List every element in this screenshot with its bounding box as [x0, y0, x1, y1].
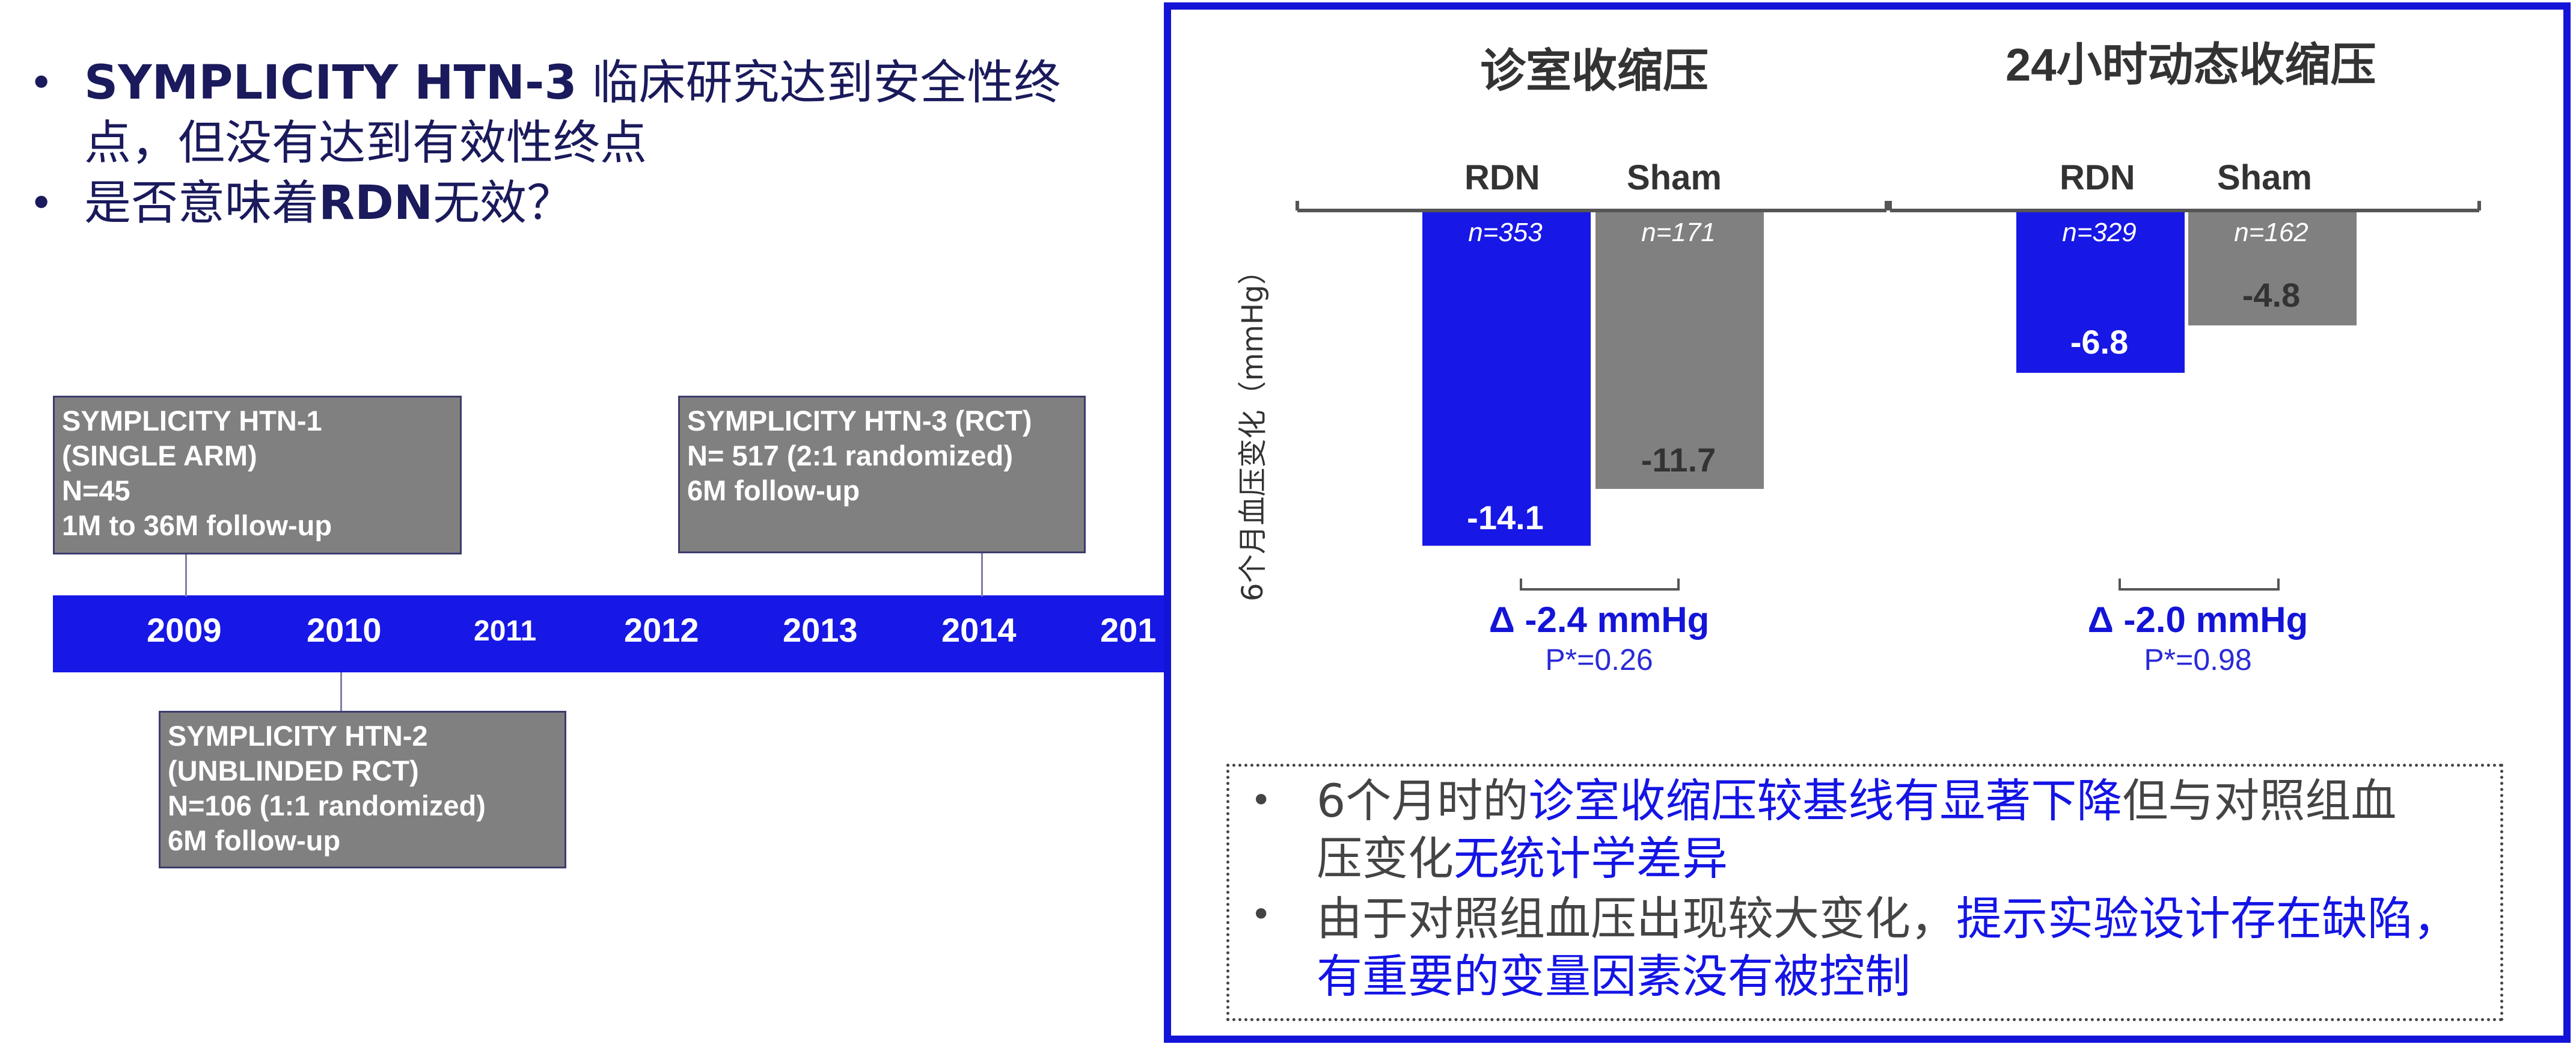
note-1-a: 6个月时的	[1317, 774, 1529, 827]
p-value: P*=0.26	[1545, 643, 1653, 677]
value-label: -6.8	[2070, 323, 2129, 361]
bar-rdn	[2016, 212, 2185, 373]
bar-rdn	[1422, 212, 1591, 546]
delta-label: Δ -2.4 mmHg	[1488, 600, 1710, 640]
n-label: n=353	[1468, 218, 1543, 247]
timeline-year: 201	[1100, 611, 1157, 649]
results-panel	[1164, 2, 2571, 1043]
timeline-year: 2009	[147, 611, 222, 649]
n-label: n=171	[1641, 218, 1716, 247]
bullet-1: • SYMPLICITY HTN-3 临床研究达到安全性终 点，但没有达到有效性…	[24, 53, 1166, 173]
delta-bracket	[2119, 579, 2280, 591]
notes-box	[1226, 764, 2503, 1021]
event-line: N= 517 (2:1 randomized)	[687, 440, 1013, 471]
chart-title-ambulatory: 24小时动态收缩压	[2005, 40, 2376, 91]
bar-label-sham: Sham	[2217, 158, 2312, 197]
bar-label-rdn: RDN	[1464, 158, 1540, 197]
event-line: SYMPLICITY HTN-2	[168, 720, 428, 752]
event-line: (SINGLE ARM)	[62, 440, 257, 471]
bar-sham	[1595, 212, 1764, 489]
event-connector	[185, 553, 187, 597]
bullet-2-strong: RDN	[319, 176, 433, 230]
value-label: -11.7	[1641, 441, 1716, 479]
event-line: SYMPLICITY HTN-1	[62, 405, 322, 437]
event-line: N=45	[62, 474, 130, 506]
note-1-b: 诊室收缩压较基线有显著下降	[1528, 774, 2123, 827]
bar-sham	[2188, 212, 2357, 326]
timeline-year: 2010	[307, 611, 382, 649]
note-2-b: 提示实验设计存在缺陷，	[1956, 892, 2459, 945]
bullet-dot: •	[1250, 779, 1272, 821]
event-htn1: SYMPLICITY HTN-1 (SINGLE ARM) N=45 1M to…	[53, 396, 462, 554]
value-label: -14.1	[1467, 499, 1544, 536]
note-1-d: 压变化	[1317, 832, 1454, 885]
note-2-a: 由于对照组血压出现较大变化，	[1317, 892, 1956, 945]
bullet-dot: •	[29, 58, 54, 108]
intro-bullets: • SYMPLICITY HTN-3 临床研究达到安全性终 点，但没有达到有效性…	[24, 53, 1166, 233]
delta-label: Δ -2.0 mmHg	[2087, 600, 2308, 640]
event-line: N=106 (1:1 randomized)	[168, 790, 486, 821]
event-line: 1M to 36M follow-up	[62, 509, 332, 541]
bullet-1-text: 临床研究达到安全性终	[577, 56, 1061, 110]
timeline-year: 2013	[783, 611, 858, 649]
event-line: 6M follow-up	[687, 474, 860, 506]
n-label: n=162	[2234, 218, 2308, 247]
event-htn3: SYMPLICITY HTN-3 (RCT) N= 517 (2:1 rando…	[678, 396, 1086, 553]
bar-label-sham: Sham	[1627, 158, 1722, 197]
timeline-year: 2011	[474, 615, 537, 647]
timeline-year: 2012	[624, 611, 699, 649]
bullet-1-strong: SYMPLICITY HTN-3	[84, 56, 577, 110]
axis-bracket	[1296, 201, 2481, 212]
note-2-c: 有重要的变量因素没有被控制	[1317, 950, 1911, 1003]
bullet-2-post: 无效？	[433, 176, 574, 230]
timeline-bar	[53, 595, 1166, 672]
event-line: 6M follow-up	[168, 824, 341, 856]
chart-title-office: 诊室收缩压	[1480, 46, 1709, 97]
bullet-dot: •	[29, 179, 54, 228]
event-line: SYMPLICITY HTN-3 (RCT)	[687, 405, 1032, 437]
timeline-year: 2014	[941, 611, 1017, 649]
event-line: (UNBLINDED RCT)	[168, 755, 419, 787]
note-1-e: 无统计学差异	[1454, 832, 1728, 885]
bullet-2: • 是否意味着RDN无效？	[24, 173, 1166, 233]
note-1: 6个月时的诊室收缩压较基线有显著下降但与对照组血 压变化无统计学差异	[1317, 772, 2489, 888]
note-1-c: 但与对照组血	[2122, 774, 2397, 827]
bullet-dot: •	[1250, 894, 1272, 936]
event-connector	[340, 672, 342, 712]
note-2: 由于对照组血压出现较大变化，提示实验设计存在缺陷， 有重要的变量因素没有被控制	[1317, 890, 2489, 1006]
bullet-1-text2: 点，但没有达到有效性终点	[84, 116, 647, 170]
value-label: -4.8	[2242, 276, 2301, 314]
p-value: P*=0.98	[2144, 643, 2252, 677]
event-htn2: SYMPLICITY HTN-2 (UNBLINDED RCT) N=106 (…	[159, 711, 566, 868]
n-label: n=329	[2062, 218, 2137, 247]
delta-bracket	[1520, 579, 1680, 591]
bullet-2-pre: 是否意味着	[84, 176, 319, 230]
event-connector	[981, 552, 983, 597]
bar-label-rdn: RDN	[2060, 158, 2135, 197]
